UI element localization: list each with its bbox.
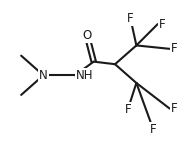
- Text: NH: NH: [76, 69, 93, 82]
- Text: F: F: [127, 12, 134, 25]
- Text: F: F: [125, 103, 131, 116]
- Text: F: F: [171, 102, 177, 115]
- Text: O: O: [82, 29, 91, 42]
- Text: F: F: [150, 123, 157, 136]
- Text: N: N: [39, 69, 48, 82]
- Text: F: F: [171, 42, 177, 55]
- Text: F: F: [159, 18, 165, 31]
